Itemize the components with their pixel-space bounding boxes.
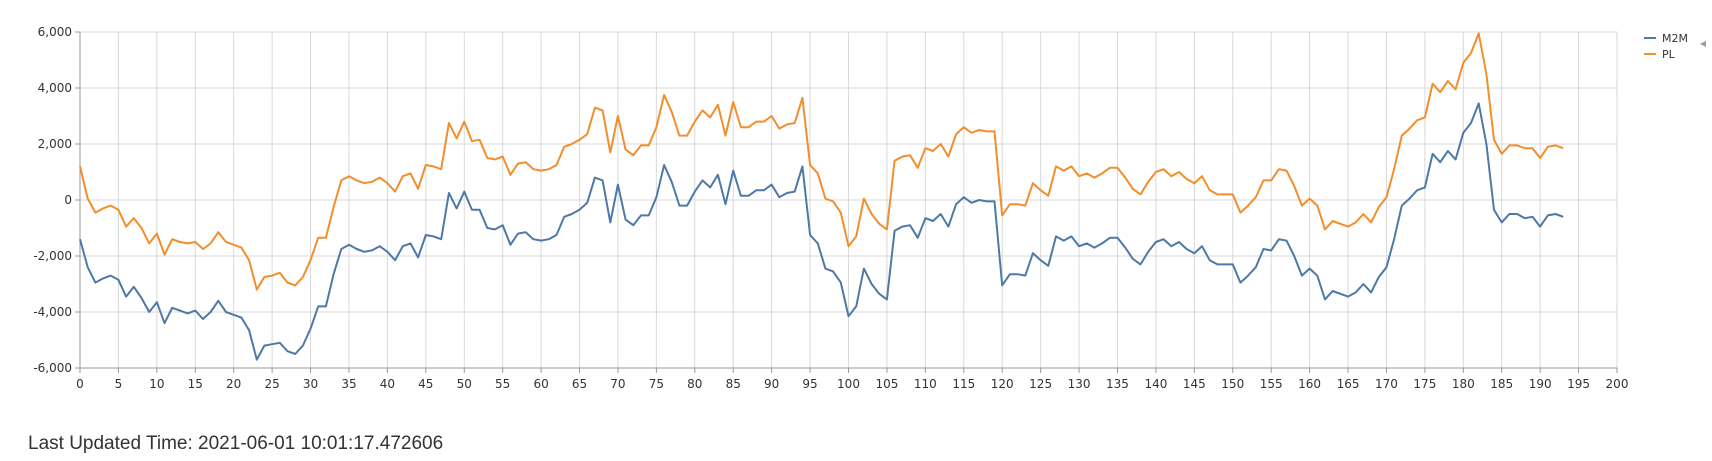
x-tick-label: 200 bbox=[1606, 377, 1629, 391]
x-tick-label: 190 bbox=[1529, 377, 1552, 391]
x-tick-label: 135 bbox=[1106, 377, 1129, 391]
x-tick-label: 100 bbox=[837, 377, 860, 391]
x-tick-label: 45 bbox=[418, 377, 433, 391]
x-tick-label: 145 bbox=[1183, 377, 1206, 391]
last-updated: Last Updated Time: 2021-06-01 10:01:17.4… bbox=[28, 433, 443, 455]
grid bbox=[79, 31, 1618, 369]
x-tick-label: 25 bbox=[264, 377, 279, 391]
x-tick-label: 90 bbox=[764, 377, 779, 391]
y-tick-label: 6,000 bbox=[38, 25, 72, 39]
x-tick-label: 60 bbox=[533, 377, 548, 391]
axes: 0 5 10 15 20 25 30 35 40 45 50 55 60 65 70 75 80 85 90 95 10… bbox=[33, 25, 1628, 391]
series-lines bbox=[79, 32, 1564, 361]
x-tick-label: 185 bbox=[1490, 377, 1513, 391]
y-tick-label: -6,000 bbox=[33, 361, 72, 375]
x-tick-label: 20 bbox=[226, 377, 241, 391]
last-updated-timestamp: 2021-06-01 10:01:17.472606 bbox=[198, 433, 444, 454]
series-line-m2m bbox=[79, 102, 1564, 361]
x-tick-label: 110 bbox=[914, 377, 937, 391]
line-chart: 0 5 10 15 20 25 30 35 40 45 50 55 60 65 70 75 80 85 90 95 10… bbox=[33, 25, 1706, 391]
y-tick-label: -4,000 bbox=[33, 305, 72, 319]
x-tick-label: 140 bbox=[1144, 377, 1167, 391]
y-tick-label: 2,000 bbox=[38, 137, 72, 151]
last-updated-label: Last Updated Time: bbox=[28, 433, 193, 454]
y-tick-label: 0 bbox=[64, 193, 72, 207]
x-tick-label: 50 bbox=[457, 377, 472, 391]
x-tick-label: 30 bbox=[303, 377, 318, 391]
x-tick-label: 40 bbox=[380, 377, 395, 391]
x-tick-label: 115 bbox=[952, 377, 975, 391]
x-tick-label: 35 bbox=[341, 377, 356, 391]
legend: M2M PL ◂ bbox=[1644, 32, 1706, 61]
y-tick-label: 4,000 bbox=[38, 81, 72, 95]
x-tick-label: 85 bbox=[726, 377, 741, 391]
series-line-pl bbox=[79, 32, 1564, 291]
x-tick-label: 5 bbox=[115, 377, 123, 391]
x-tick-label: 175 bbox=[1413, 377, 1436, 391]
x-tick-label: 105 bbox=[875, 377, 898, 391]
x-tick-label: 160 bbox=[1298, 377, 1321, 391]
x-tick-label: 75 bbox=[649, 377, 664, 391]
x-tick-label: 0 bbox=[76, 377, 84, 391]
x-tick-label: 15 bbox=[188, 377, 203, 391]
x-tick-label: 55 bbox=[495, 377, 510, 391]
x-tick-label: 65 bbox=[572, 377, 587, 391]
x-tick-label: 165 bbox=[1337, 377, 1360, 391]
x-tick-label: 180 bbox=[1452, 377, 1475, 391]
legend-scroll-icon: ◂ bbox=[1700, 36, 1706, 50]
x-tick-label: 150 bbox=[1221, 377, 1244, 391]
x-tick-label: 10 bbox=[149, 377, 164, 391]
x-tick-label: 120 bbox=[991, 377, 1014, 391]
x-tick-label: 80 bbox=[687, 377, 702, 391]
legend-label-m2m: M2M bbox=[1662, 32, 1688, 45]
x-tick-label: 95 bbox=[802, 377, 817, 391]
x-tick-label: 195 bbox=[1567, 377, 1590, 391]
x-tick-label: 70 bbox=[610, 377, 625, 391]
x-tick-label: 170 bbox=[1375, 377, 1398, 391]
legend-label-pl: PL bbox=[1662, 48, 1676, 61]
y-tick-label: -2,000 bbox=[33, 249, 72, 263]
x-tick-label: 125 bbox=[1029, 377, 1052, 391]
x-tick-label: 130 bbox=[1068, 377, 1091, 391]
x-tick-label: 155 bbox=[1260, 377, 1283, 391]
